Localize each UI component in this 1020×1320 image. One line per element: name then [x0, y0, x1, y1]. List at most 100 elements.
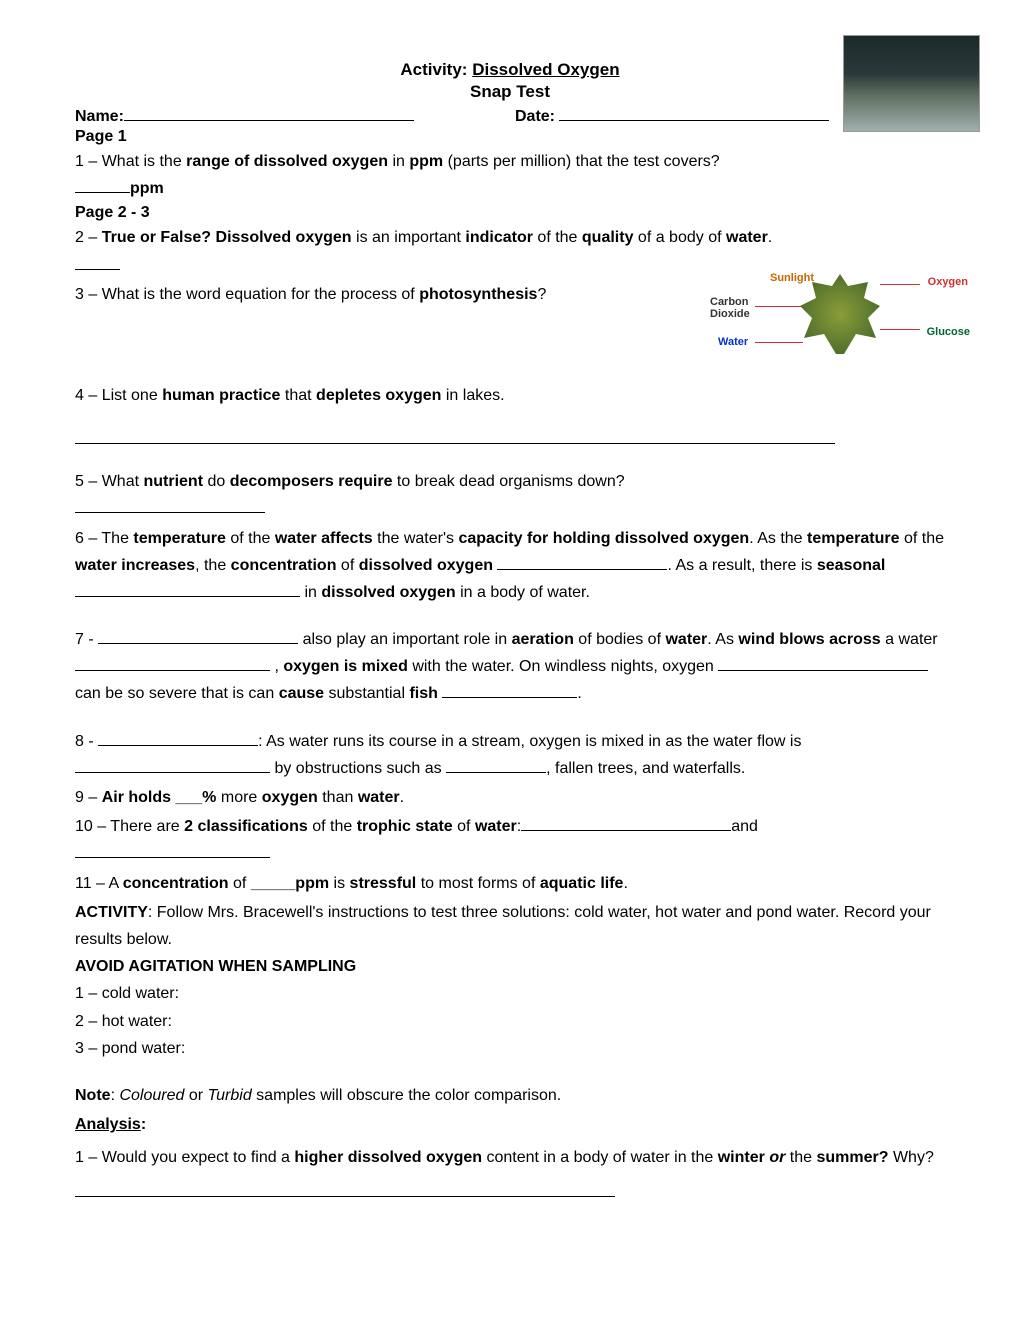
q8: 8 - : As water runs its course in a stre…: [75, 728, 945, 782]
q7-m4: a water: [885, 631, 937, 648]
q2-b4: water: [726, 229, 768, 246]
date-blank[interactable]: [559, 120, 829, 121]
title-block: Activity: Dissolved Oxygen: [75, 60, 945, 80]
page23-heading: Page 2 - 3: [75, 204, 945, 222]
q9: 9 – Air holds ___% more oxygen than wate…: [75, 784, 945, 811]
q7-blank3[interactable]: [718, 670, 928, 671]
q7-b6: fish: [409, 685, 437, 702]
analysis-title: Analysis: [75, 1116, 141, 1133]
q10-b1: 2 classifications: [184, 818, 308, 835]
q8-blank2[interactable]: [75, 772, 270, 773]
q4-mid: that: [285, 387, 312, 404]
q6-after: . As a result, there is: [667, 557, 812, 574]
q5-mid: do: [207, 473, 225, 490]
q6-blank2[interactable]: [75, 596, 300, 597]
aq1-the: the: [790, 1149, 812, 1166]
q5-b1: nutrient: [143, 473, 203, 490]
q10-m2: of: [457, 818, 470, 835]
carbon-label: Carbon Dioxide: [710, 296, 760, 320]
q6-b6: concentration: [231, 557, 337, 574]
q3-pre: 3 – What is the word equation for the pr…: [75, 286, 415, 303]
q4: 4 – List one human practice that deplete…: [75, 382, 945, 409]
q5-b2: decomposers require: [230, 473, 393, 490]
q1-b2: ppm: [409, 153, 443, 170]
q7-blank2[interactable]: [75, 670, 270, 671]
q10-b3: water: [475, 818, 517, 835]
arrow-icon: [880, 329, 920, 330]
aq1-pre: 1 – Would you expect to find a: [75, 1149, 290, 1166]
q10-blank1[interactable]: [521, 830, 731, 831]
q9-m2: than: [322, 789, 353, 806]
q9-b1: Air holds ___%: [102, 789, 217, 806]
avoid-text: AVOID AGITATION WHEN SAMPLING: [75, 958, 356, 975]
note-i1: Coloured: [119, 1087, 184, 1104]
q6-b5: water increases: [75, 557, 195, 574]
activity-block: ACTIVITY: Follow Mrs. Bracewell's instru…: [75, 899, 945, 1062]
q8-blank1[interactable]: [98, 745, 258, 746]
q6-m5: , the: [195, 557, 226, 574]
q7-blank1[interactable]: [98, 643, 298, 644]
q5-blank[interactable]: [75, 512, 265, 513]
q3-end: ?: [537, 286, 546, 303]
q2-b1: True or False? Dissolved oxygen: [102, 229, 352, 246]
q7-b1: aeration: [512, 631, 574, 648]
q6-b4: temperature: [807, 530, 899, 547]
q6-b2: water affects: [275, 530, 373, 547]
sample-2: 2 – hot water:: [75, 1013, 172, 1030]
q1-blank[interactable]: [75, 192, 130, 193]
q2-blank[interactable]: [75, 269, 120, 270]
aq1-b1: higher dissolved oxygen: [294, 1149, 482, 1166]
q6-b9: dissolved oxygen: [321, 584, 455, 601]
q2-m2: of the: [537, 229, 577, 246]
q9-pre: 9 –: [75, 789, 97, 806]
aq1-why: Why?: [893, 1149, 934, 1166]
q1: 1 – What is the range of dissolved oxyge…: [75, 148, 945, 202]
q7-m6: with the water. On windless nights, oxyg…: [412, 658, 714, 675]
activity-title: Dissolved Oxygen: [472, 60, 619, 79]
q7-blank4[interactable]: [442, 697, 577, 698]
analysis-q1: 1 – Would you expect to find a higher di…: [75, 1140, 945, 1210]
q6-b3: capacity for holding dissolved oxygen: [458, 530, 749, 547]
q9-b2: oxygen: [262, 789, 318, 806]
note-i2: Turbid: [208, 1087, 252, 1104]
q11-b2: _____ppm: [251, 875, 329, 892]
q7: 7 - also play an important role in aerat…: [75, 626, 945, 708]
q4-b1: human practice: [162, 387, 280, 404]
q1-b1: range of dissolved oxygen: [186, 153, 388, 170]
q11-b1: concentration: [123, 875, 229, 892]
q2-b2: indicator: [465, 229, 533, 246]
q10-colon: :: [517, 818, 521, 835]
analysis-heading: Analysis:: [75, 1111, 945, 1138]
q8-blank3[interactable]: [446, 772, 546, 773]
q7-b5: cause: [279, 685, 324, 702]
sample-3: 3 – pond water:: [75, 1040, 185, 1057]
aq1-mid: content in a body of water in the: [486, 1149, 713, 1166]
q6-b1: temperature: [133, 530, 225, 547]
q9-end: .: [400, 789, 404, 806]
q11: 11 – A concentration of _____ppm is stre…: [75, 870, 945, 897]
date-label: Date:: [515, 108, 555, 125]
q7-pre: 7 -: [75, 631, 94, 648]
aq1-blank[interactable]: [75, 1196, 615, 1197]
q10-b2: trophic state: [357, 818, 453, 835]
sample-1: 1 – cold water:: [75, 985, 179, 1002]
q5-pre: 5 – What: [75, 473, 139, 490]
q10-blank2[interactable]: [75, 857, 270, 858]
aq1-b3: summer?: [816, 1149, 888, 1166]
q7-b4: oxygen is mixed: [283, 658, 408, 675]
name-blank[interactable]: [124, 120, 414, 121]
q10-and: and: [731, 818, 758, 835]
note-or: or: [189, 1087, 203, 1104]
subtitle: Snap Test: [75, 82, 945, 102]
q6-blank1[interactable]: [497, 569, 667, 570]
q2-m3: of a body of: [638, 229, 722, 246]
analysis-colon: :: [141, 1116, 146, 1133]
q1-ppm: ppm: [130, 180, 164, 197]
q9-mid: more: [221, 789, 257, 806]
q2-m1: is an important: [356, 229, 461, 246]
glucose-label: Glucose: [927, 326, 970, 338]
q4-blank[interactable]: [75, 443, 835, 444]
water-photo: [843, 35, 980, 132]
q11-m1: of: [233, 875, 246, 892]
worksheet-page: Activity: Dissolved Oxygen Snap Test Nam…: [0, 0, 1020, 1251]
